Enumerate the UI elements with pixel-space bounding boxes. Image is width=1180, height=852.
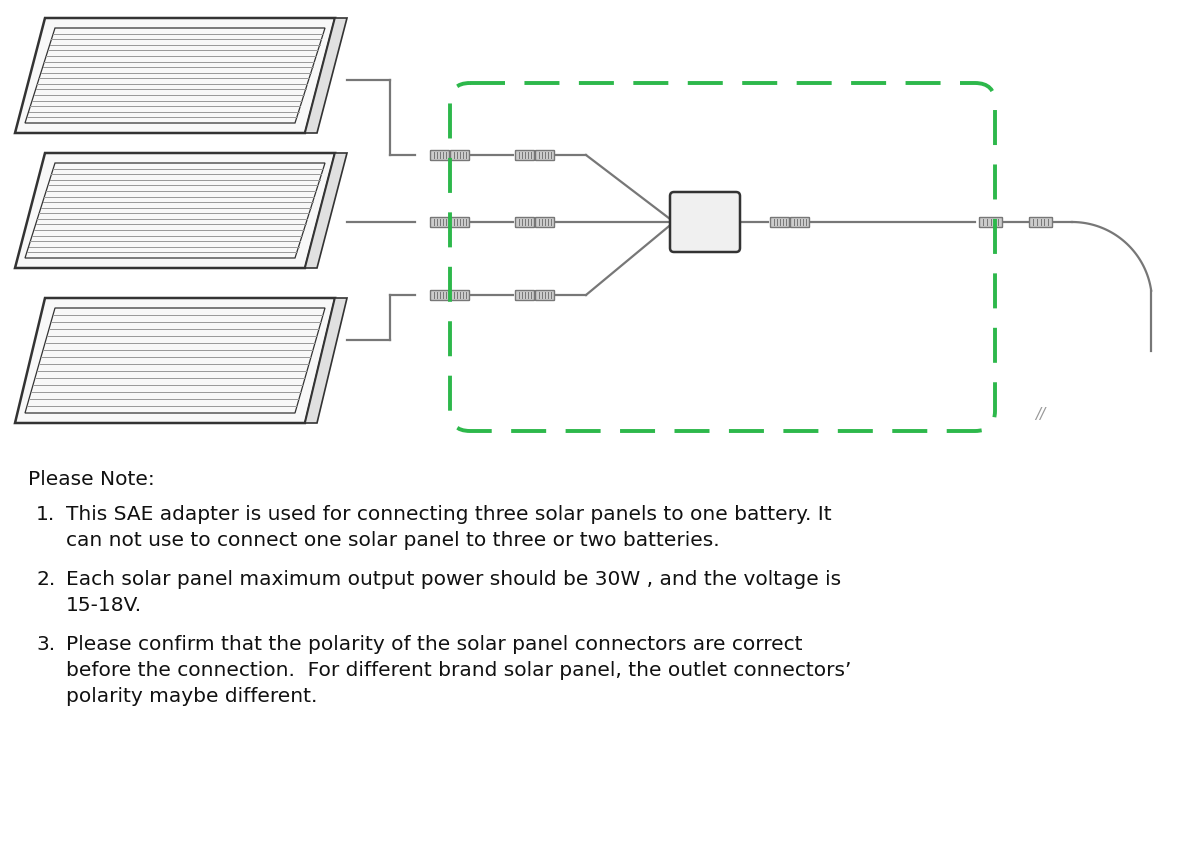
Text: Please Note:: Please Note: — [28, 470, 155, 489]
Polygon shape — [304, 298, 347, 423]
Polygon shape — [15, 153, 335, 268]
FancyBboxPatch shape — [979, 217, 1003, 227]
Text: before the connection.  For different brand solar panel, the outlet connectors’: before the connection. For different bra… — [66, 661, 852, 680]
FancyBboxPatch shape — [516, 151, 535, 160]
Text: 1.: 1. — [37, 505, 55, 524]
Text: polarity maybe different.: polarity maybe different. — [66, 687, 317, 706]
FancyBboxPatch shape — [451, 291, 470, 301]
Text: can not use to connect one solar panel to three or two batteries.: can not use to connect one solar panel t… — [66, 531, 720, 550]
Polygon shape — [304, 18, 347, 133]
Text: 2.: 2. — [37, 570, 55, 589]
FancyBboxPatch shape — [516, 291, 535, 301]
FancyBboxPatch shape — [771, 217, 789, 227]
FancyBboxPatch shape — [516, 217, 535, 227]
Text: 15-18V.: 15-18V. — [66, 596, 142, 615]
FancyBboxPatch shape — [431, 217, 450, 227]
FancyBboxPatch shape — [431, 291, 450, 301]
FancyBboxPatch shape — [536, 151, 555, 160]
Text: Each solar panel maximum output power should be 30W , and the voltage is: Each solar panel maximum output power sh… — [66, 570, 841, 589]
Polygon shape — [304, 153, 347, 268]
Text: This SAE adapter is used for connecting three solar panels to one battery. It: This SAE adapter is used for connecting … — [66, 505, 832, 524]
FancyBboxPatch shape — [431, 151, 450, 160]
Text: Please confirm that the polarity of the solar panel connectors are correct: Please confirm that the polarity of the … — [66, 635, 802, 654]
Polygon shape — [15, 298, 335, 423]
FancyBboxPatch shape — [536, 291, 555, 301]
Text: 3.: 3. — [37, 635, 55, 654]
Polygon shape — [15, 18, 335, 133]
FancyBboxPatch shape — [670, 192, 740, 252]
FancyBboxPatch shape — [791, 217, 809, 227]
FancyBboxPatch shape — [536, 217, 555, 227]
FancyBboxPatch shape — [451, 217, 470, 227]
FancyBboxPatch shape — [451, 151, 470, 160]
Text: //: // — [1035, 407, 1045, 423]
FancyBboxPatch shape — [1029, 217, 1053, 227]
